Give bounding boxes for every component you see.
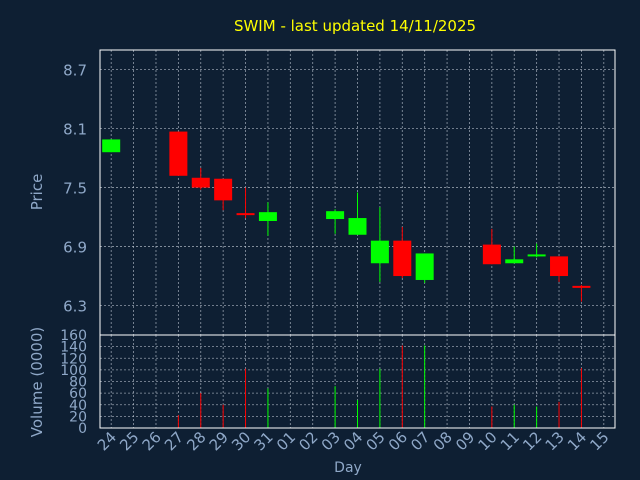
volume-axis-label: Volume (0000) [28,327,46,437]
volume-tick-label: 120 [60,351,87,367]
price-tick-label: 7.5 [63,180,87,198]
volume-tick-label: 160 [60,328,87,344]
price-tick-label: 8.1 [63,121,87,139]
candle-body [326,211,345,220]
candle-body [505,259,524,264]
candle-body [214,178,233,201]
price-tick-label: 6.9 [63,239,87,257]
candle-body [169,131,188,176]
volume-tick-label: 0 [78,421,87,437]
candle-body [482,244,501,265]
price-axis-label: Price [28,174,46,211]
candle-body [102,139,121,153]
x-tick-label: 15 [586,428,612,454]
candle-body [258,212,277,221]
volume-tick-label: 100 [60,363,87,379]
price-panel: 6.3 6.9 7.5 8.1 8.7 [63,49,616,336]
price-tick-label: 6.3 [63,298,87,316]
volume-tick-label: 140 [60,340,87,356]
volume-tick-label: 20 [69,409,87,425]
price-tick-label: 8.7 [63,62,87,80]
candle-body [236,213,255,216]
volume-tick-label: 40 [69,398,87,414]
candle-body [348,218,367,235]
candle-body [550,256,569,277]
x-tick-labels: 2425262728293031010203040506070809101112… [94,428,613,454]
candle-body [393,240,412,277]
candle-body [370,240,389,264]
volume-tick-label: 80 [69,375,87,391]
candle-body [191,177,210,188]
volume-tick-label: 60 [69,386,87,402]
volume-panel-frame [99,334,616,429]
chart-title: SWIM - last updated 14/11/2025 [234,17,476,35]
candle-body [572,285,591,288]
candle-body [415,253,434,280]
day-axis-label: Day [334,460,362,476]
candle-body [527,254,546,257]
